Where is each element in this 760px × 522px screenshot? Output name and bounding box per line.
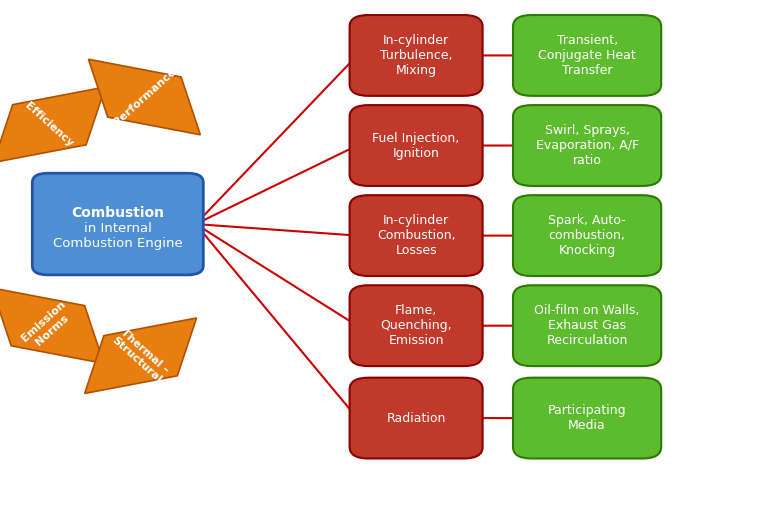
Text: Transient,
Conjugate Heat
Transfer: Transient, Conjugate Heat Transfer <box>538 34 636 77</box>
Text: Oil-film on Walls,
Exhaust Gas
Recirculation: Oil-film on Walls, Exhaust Gas Recircula… <box>534 304 640 347</box>
FancyBboxPatch shape <box>513 377 661 458</box>
FancyBboxPatch shape <box>350 285 483 366</box>
FancyBboxPatch shape <box>350 105 483 186</box>
Polygon shape <box>0 87 106 162</box>
Text: Radiation: Radiation <box>386 411 446 424</box>
Text: Spark, Auto-
combustion,
Knocking: Spark, Auto- combustion, Knocking <box>548 214 626 257</box>
Polygon shape <box>84 318 197 394</box>
Text: Swirl, Sprays,
Evaporation, A/F
ratio: Swirl, Sprays, Evaporation, A/F ratio <box>536 124 638 167</box>
Polygon shape <box>0 288 104 363</box>
FancyBboxPatch shape <box>350 195 483 276</box>
Text: Fuel Injection,
Ignition: Fuel Injection, Ignition <box>372 132 460 160</box>
Text: Flame,
Quenching,
Emission: Flame, Quenching, Emission <box>380 304 452 347</box>
FancyBboxPatch shape <box>513 105 661 186</box>
Text: Thermal –
Structural: Thermal – Structural <box>110 327 171 385</box>
Text: Combustion: Combustion <box>71 206 164 220</box>
FancyBboxPatch shape <box>350 15 483 96</box>
FancyBboxPatch shape <box>513 285 661 366</box>
Text: Efficiency: Efficiency <box>24 101 75 149</box>
Text: Combustion Phenomena in Automotive Engines: Combustion Phenomena in Automotive Engin… <box>0 478 760 506</box>
FancyBboxPatch shape <box>513 15 661 96</box>
Text: In-cylinder
Turbulence,
Mixing: In-cylinder Turbulence, Mixing <box>380 34 452 77</box>
Text: in Internal
Combustion Engine: in Internal Combustion Engine <box>53 222 182 250</box>
FancyBboxPatch shape <box>32 173 203 275</box>
FancyBboxPatch shape <box>350 377 483 458</box>
Text: Emission
Norms: Emission Norms <box>20 299 76 352</box>
Text: Performance: Performance <box>111 66 178 127</box>
FancyBboxPatch shape <box>513 195 661 276</box>
Text: Participating
Media: Participating Media <box>548 404 626 432</box>
Polygon shape <box>88 60 201 135</box>
Text: In-cylinder
Combustion,
Losses: In-cylinder Combustion, Losses <box>377 214 455 257</box>
